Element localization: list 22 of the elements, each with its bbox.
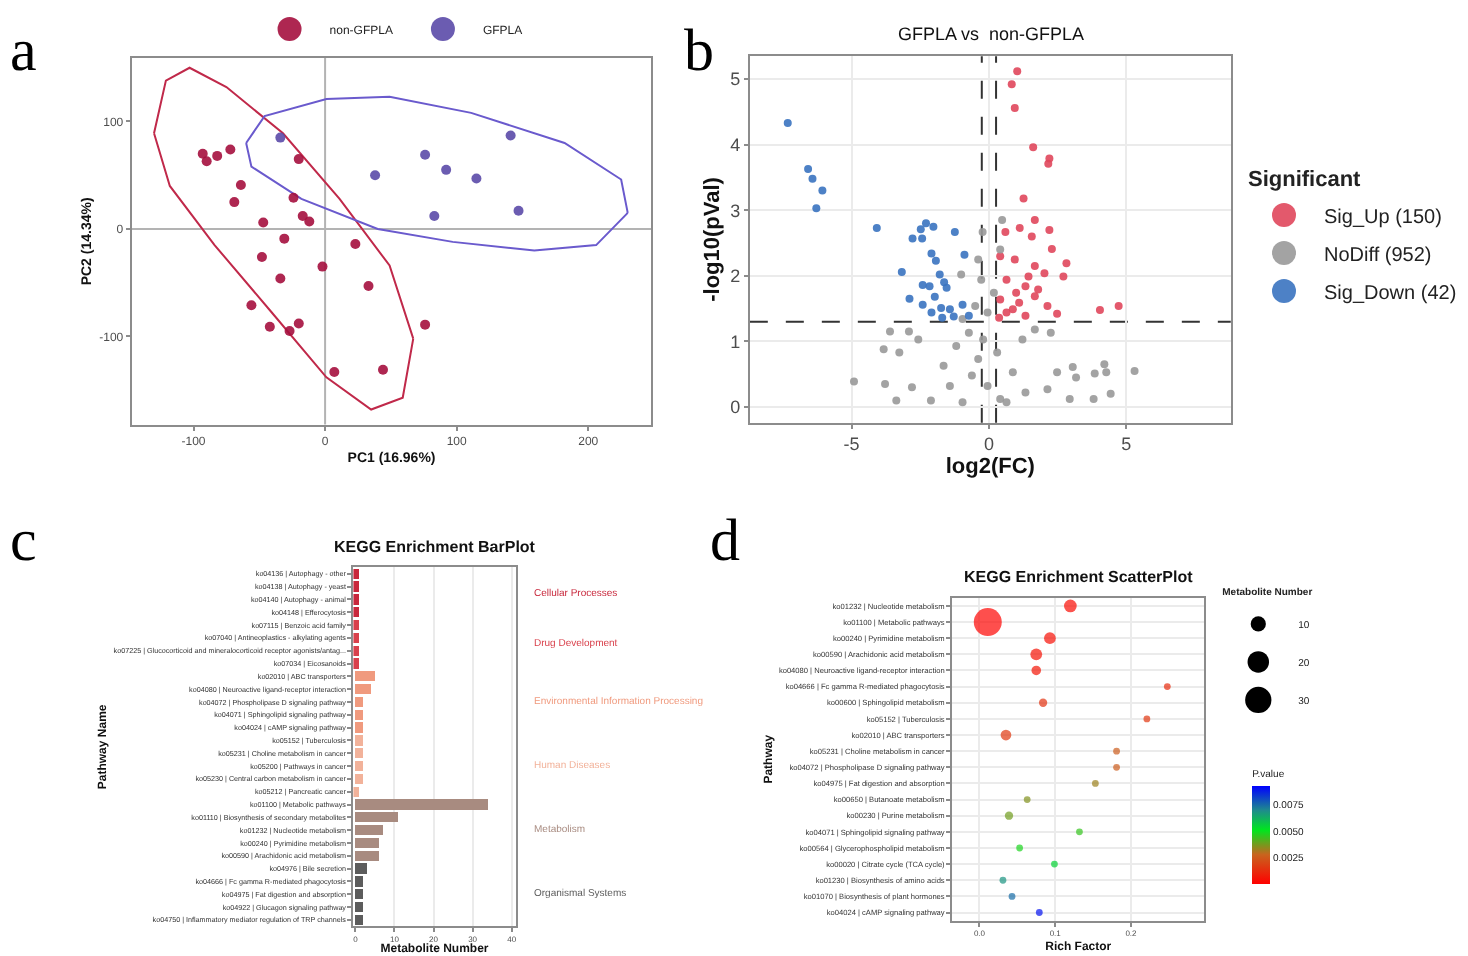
- chart-title: KEGG Enrichment BarPlot: [334, 538, 536, 556]
- legend-label: Sig_Down (42): [1324, 282, 1457, 305]
- y-tick-label: 5: [730, 69, 741, 90]
- text: c: [10, 508, 37, 574]
- x-tick-label: 0: [983, 434, 994, 455]
- x-tick-label: 5: [1121, 434, 1132, 455]
- y-tick-label: 0: [730, 397, 741, 418]
- y-tick-label: 2: [730, 266, 741, 287]
- text: a: [10, 18, 37, 84]
- y-tick-label: 4: [730, 134, 741, 155]
- text: d: [710, 508, 740, 574]
- y-tick-label: 1: [730, 331, 741, 352]
- chart-title: GFPLA vs non-GFPLA: [898, 24, 1085, 44]
- y-axis-title: -log10(pVal): [701, 176, 726, 302]
- legend-title: Significant: [1248, 168, 1362, 193]
- x-tick-label: -5: [843, 434, 860, 455]
- legend-label: NoDiff (952): [1324, 244, 1432, 267]
- legend-label: Sig_Up (150): [1324, 206, 1442, 229]
- chart-title: KEGG Enrichment ScatterPlot: [964, 568, 1194, 586]
- y-tick-label: 3: [730, 200, 741, 221]
- x-axis-title: log2(FC): [945, 454, 1036, 479]
- text: b: [684, 18, 714, 84]
